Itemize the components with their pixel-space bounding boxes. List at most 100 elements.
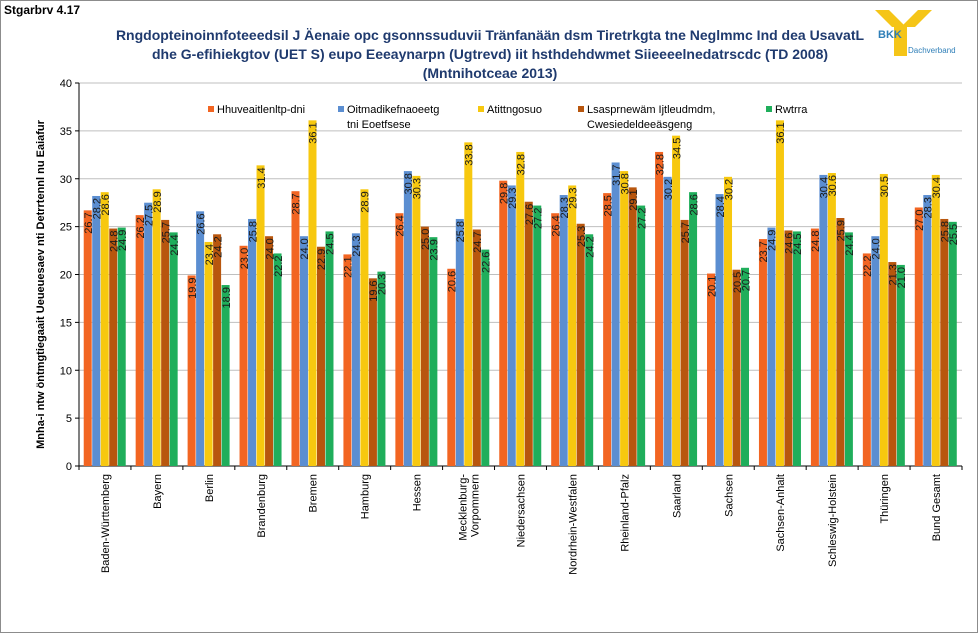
data-label: 22.2: [273, 255, 285, 276]
bar: [707, 273, 716, 466]
y-tick-label: 40: [60, 78, 72, 90]
y-tick-label: 25: [60, 222, 72, 234]
logo-subtitle: Dachverband: [908, 46, 956, 55]
data-label: 30.2: [723, 179, 735, 200]
bar: [377, 271, 386, 466]
bar: [931, 174, 940, 467]
data-label: 25.8: [455, 221, 467, 242]
bar: [940, 218, 949, 466]
bar: [204, 241, 213, 466]
y-tick-label: 15: [60, 317, 72, 329]
bar: [862, 253, 871, 466]
data-label: 26.4: [550, 215, 562, 236]
bar: [810, 228, 819, 466]
data-label: 26.2: [135, 217, 147, 238]
bar: [914, 207, 923, 466]
data-label: 33.8: [464, 144, 476, 165]
bar: [299, 236, 308, 466]
legend-swatch: [338, 106, 344, 112]
y-tick-label: 35: [60, 126, 72, 138]
data-label: 29.1: [628, 189, 640, 210]
data-label: 25.0: [420, 229, 432, 250]
bar: [620, 171, 629, 466]
y-tick-label: 20: [60, 270, 72, 282]
bar: [689, 192, 698, 466]
data-label: 19.6: [368, 280, 380, 301]
data-label: 20.7: [740, 270, 752, 291]
data-label: 32.8: [654, 154, 666, 175]
y-tick-label: 10: [60, 365, 72, 377]
data-label: 30.5: [879, 176, 891, 197]
category-label: Berlin: [204, 474, 216, 502]
category-label: Hessen: [412, 474, 424, 511]
data-label: 20.3: [377, 274, 389, 295]
bar: [775, 120, 784, 466]
category-label: Sachsen-Anhalt: [775, 474, 787, 552]
bar: [499, 180, 508, 467]
bar: [533, 205, 542, 466]
bar: [308, 120, 317, 466]
bar: [576, 223, 585, 466]
bar: [655, 151, 664, 466]
bar: [836, 218, 845, 466]
data-label: 23.4: [204, 244, 216, 265]
bar: [879, 173, 888, 466]
bar: [412, 175, 421, 466]
data-label: 24.9: [767, 230, 779, 251]
data-label: 20.6: [447, 271, 459, 292]
data-label: 29.3: [567, 187, 579, 208]
logo-word: BKK: [878, 29, 902, 41]
logo-left-arm: [875, 10, 906, 27]
data-label: 24.0: [871, 238, 883, 259]
data-label: 18.9: [221, 287, 233, 308]
data-label: 30.6: [827, 175, 839, 196]
data-label: 27.5: [143, 205, 155, 226]
data-label: 28.7: [291, 193, 303, 214]
y-tick-label: 0: [66, 461, 72, 473]
data-label: 30.2: [663, 179, 675, 200]
data-label: 30.8: [619, 173, 631, 194]
category-label: Bayern: [152, 474, 164, 509]
data-label: 20.1: [706, 276, 718, 297]
category-label: Nordrhein-Westfalen: [567, 474, 579, 575]
data-label: 30.4: [931, 177, 943, 198]
data-label: 25.7: [680, 222, 692, 243]
bar: [516, 151, 525, 466]
category-label: Hamburg: [360, 474, 372, 519]
data-label: 31.7: [611, 164, 623, 185]
legend-swatch: [578, 106, 584, 112]
category-label: Brandenburg: [256, 474, 268, 538]
data-label: 29.8: [499, 183, 511, 204]
bar: [239, 245, 248, 466]
data-label: 24.8: [810, 231, 822, 252]
bar: [144, 202, 153, 466]
bar: [663, 176, 672, 466]
data-label: 21.3: [888, 264, 900, 285]
category-label: Rheinland-Pfalz: [619, 474, 631, 552]
bar: [152, 189, 161, 466]
data-label: 24.2: [584, 236, 596, 257]
data-label: 19.9: [187, 277, 199, 298]
bar: [135, 215, 144, 466]
figure-label: Stgarbrv 4.17: [4, 3, 81, 17]
legend-label: Lsasprnewäm Ijtleudmdm,: [587, 104, 715, 116]
data-label: 25.7: [160, 222, 172, 243]
data-label: 24.0: [299, 238, 311, 259]
category-label: Saarland: [671, 474, 683, 518]
legend-label: Hhuveaitlenltp-dni: [217, 104, 305, 116]
bar: [368, 278, 377, 466]
category-label: Bund Gesamt: [931, 474, 943, 541]
data-label: 24.8: [108, 231, 120, 252]
bar: [161, 219, 170, 466]
data-label: 23.0: [239, 248, 251, 269]
bar: [715, 194, 724, 466]
data-label: 25.5: [948, 224, 960, 245]
bar: [827, 173, 836, 466]
bar: [888, 262, 897, 466]
data-label: 26.4: [395, 215, 407, 236]
bar: [672, 135, 681, 466]
bar: [792, 231, 801, 466]
bar: [187, 275, 196, 466]
bar: [611, 162, 620, 466]
bar: [256, 165, 265, 466]
